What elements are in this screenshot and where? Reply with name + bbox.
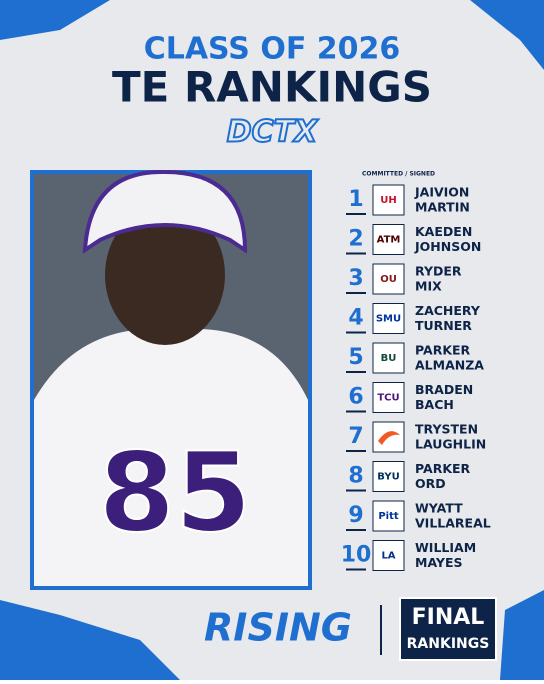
school-logo xyxy=(372,461,405,492)
last-name: ORD xyxy=(415,476,446,491)
splash xyxy=(470,0,544,70)
rank-number: 2 xyxy=(348,227,363,252)
rank-number: 5 xyxy=(348,345,363,370)
school-logo-mark xyxy=(378,431,400,445)
last-name: LAUGHLIN xyxy=(415,437,486,452)
jersey xyxy=(34,328,308,586)
first-name: WILLIAM xyxy=(415,540,476,555)
school-logo xyxy=(372,224,405,255)
last-name: ALMANZA xyxy=(415,358,484,373)
school-logo-text: BYU xyxy=(377,472,399,483)
first-name: JAIVION xyxy=(414,185,469,200)
footer-left: RISING xyxy=(204,606,352,650)
splash xyxy=(0,600,180,680)
first-name: WYATT xyxy=(415,501,463,516)
title-line1: CLASS OF 2026 xyxy=(144,32,401,67)
school-logo-text: UH xyxy=(380,195,397,206)
last-name: MARTIN xyxy=(415,200,470,215)
final-line2: RANKINGS xyxy=(407,636,490,652)
school-logo-text: SMU xyxy=(376,314,401,325)
rank-number: 6 xyxy=(348,385,363,410)
school-logo-text: LA xyxy=(381,551,395,562)
school-logo-text: BU xyxy=(381,353,397,364)
school-logo xyxy=(372,303,405,334)
first-name: PARKER xyxy=(415,343,471,358)
splash xyxy=(500,590,544,680)
last-name: MIX xyxy=(415,279,442,294)
rank-number: 7 xyxy=(348,424,363,449)
jersey-number: 85 xyxy=(98,428,251,556)
rank-number: 8 xyxy=(348,464,363,489)
first-name: KAEDEN xyxy=(415,224,472,239)
first-name: PARKER xyxy=(415,461,471,476)
school-logo xyxy=(372,263,405,295)
school-logo xyxy=(372,500,405,532)
rank-number: 10 xyxy=(341,543,372,568)
last-name: VILLAREAL xyxy=(415,516,491,531)
photo: 85 xyxy=(30,169,312,590)
helmet xyxy=(82,169,248,254)
face xyxy=(105,205,225,345)
final-box xyxy=(399,597,497,661)
column-label: COMMITTED / SIGNED xyxy=(362,171,435,178)
last-name: TURNER xyxy=(415,318,472,333)
last-name: JOHNSON xyxy=(414,239,481,254)
school-logo xyxy=(372,342,405,374)
first-name: RYDER xyxy=(415,264,462,279)
school-logo-text: ATM xyxy=(377,235,401,246)
school-logo-text: TCU xyxy=(377,393,399,404)
school-logo xyxy=(372,540,405,571)
rank-number: 4 xyxy=(348,306,363,331)
brand: DCTX xyxy=(227,115,319,150)
rank-number: 9 xyxy=(348,503,363,528)
last-name: BACH xyxy=(415,397,454,412)
first-name: ZACHERY xyxy=(415,303,481,318)
school-logo xyxy=(372,184,405,216)
splash xyxy=(0,0,110,40)
final-line1: FINAL xyxy=(412,605,485,630)
school-logo-text: OU xyxy=(380,274,397,285)
rank-number: 3 xyxy=(348,266,363,291)
last-name: MAYES xyxy=(415,555,463,570)
first-name: BRADEN xyxy=(415,382,473,397)
rank-number: 1 xyxy=(348,187,363,212)
school-logo xyxy=(372,382,405,413)
title-line2: TE RANKINGS xyxy=(112,63,432,112)
school-logo xyxy=(372,421,405,453)
first-name: TRYSTEN xyxy=(415,422,478,437)
school-logo-text: Pitt xyxy=(378,511,399,522)
